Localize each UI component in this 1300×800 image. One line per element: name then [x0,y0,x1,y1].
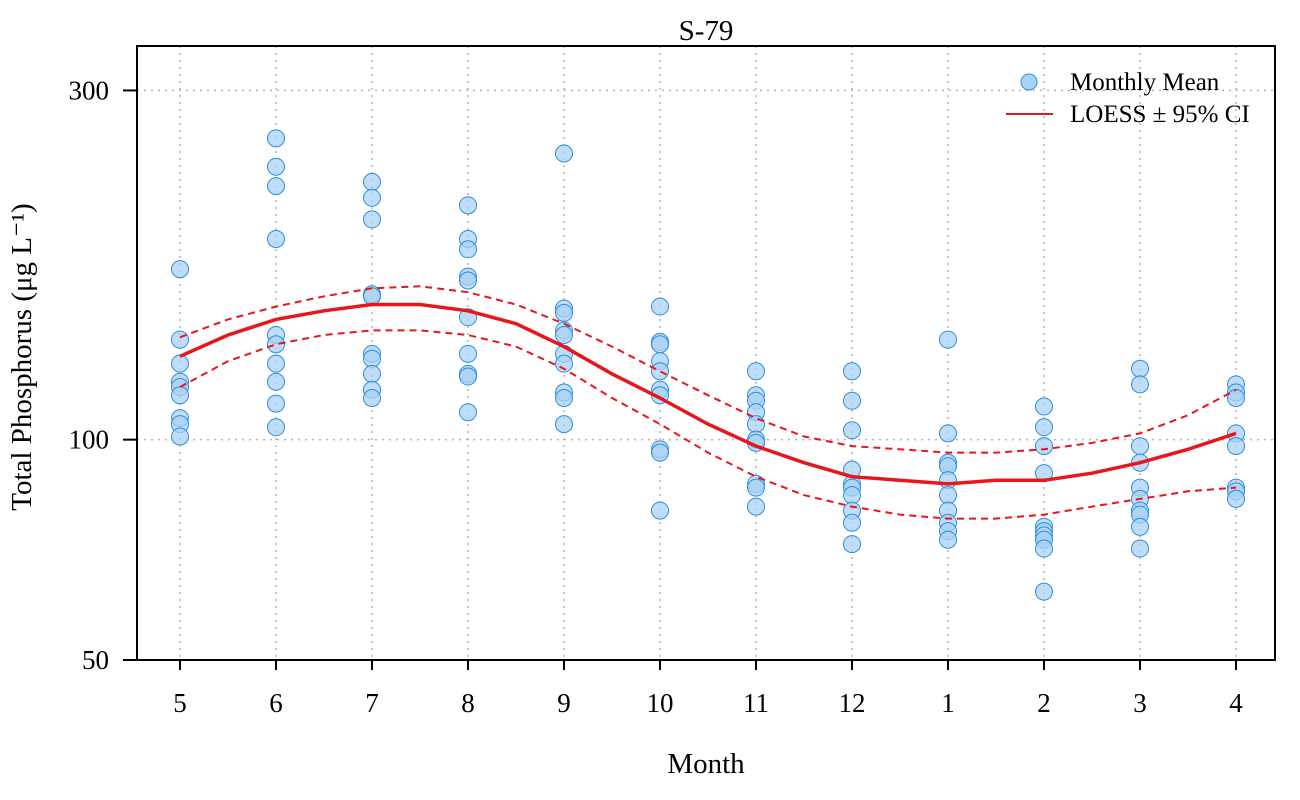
y-tick-label: 300 [69,75,110,105]
x-tick-label: 10 [647,688,674,718]
x-tick-label: 8 [461,688,475,718]
data-point [363,172,381,191]
x-tick-label: 4 [1229,688,1243,718]
data-point [363,287,381,306]
data-point [459,271,477,290]
data-point [171,260,189,279]
x-tick-label: 5 [173,688,187,718]
x-tick-label: 3 [1133,688,1147,718]
data-point [555,325,573,344]
y-axis: 50 100 300 [69,75,137,675]
x-axis: 5 6 7 8 9 10 11 12 1 2 3 4 [173,660,1243,718]
y-axis-title: Total Phosphorus (μg L⁻¹) [6,203,38,510]
chart-title: S-79 [679,15,734,47]
data-point [651,443,669,462]
data-point [1131,517,1149,536]
data-point [267,177,285,196]
data-point [363,188,381,207]
data-point [459,367,477,386]
data-point [171,354,189,373]
data-point [171,427,189,446]
loess-fit-line [179,302,1237,486]
y-tick-label: 50 [82,645,109,675]
data-point [843,486,861,505]
data-point [1131,359,1149,378]
data-point [459,344,477,363]
data-point [939,424,957,443]
x-tick-label: 7 [365,688,379,718]
data-point [939,330,957,349]
data-point [555,389,573,408]
x-tick-label: 9 [557,688,571,718]
data-point [363,389,381,408]
data-point [171,330,189,349]
points-layer [171,129,1245,601]
data-point [171,386,189,405]
data-point [267,354,285,373]
data-point [651,362,669,381]
data-point [1035,582,1053,601]
data-point [267,129,285,148]
x-tick-label: 6 [269,688,283,718]
data-point [267,335,285,354]
data-point [843,362,861,381]
data-point [939,530,957,549]
x-tick-label: 1 [941,688,955,718]
data-point [1035,418,1053,437]
x-tick-label: 11 [743,688,769,718]
data-point [267,229,285,248]
x-tick-label: 12 [839,688,866,718]
x-tick-label: 2 [1037,688,1051,718]
data-point [1035,437,1053,456]
data-point [1227,437,1245,456]
data-point [1227,389,1245,408]
data-point [363,364,381,383]
data-point [363,349,381,368]
data-point [555,354,573,373]
y-tick-label: 100 [69,425,110,455]
data-point [1035,397,1053,416]
plot-frame [136,45,1276,661]
data-point [843,391,861,410]
legend-point-symbol [1020,73,1038,91]
data-point [843,513,861,532]
data-point [1131,375,1149,394]
data-point [1227,489,1245,508]
loess-layer [179,285,1237,520]
data-point [843,535,861,554]
grid-layer [137,46,1275,660]
data-point [267,394,285,413]
data-point [939,486,957,505]
legend-label-monthly-mean: Monthly Mean [1070,69,1220,96]
data-point [459,403,477,422]
data-point [459,196,477,215]
ci-lower-line [179,329,1237,520]
data-point [1035,539,1053,558]
data-point [1131,539,1149,558]
data-point [747,478,765,497]
data-point [555,415,573,434]
data-point [267,372,285,391]
data-point [747,497,765,516]
data-point [747,415,765,434]
legend: Monthly Mean LOESS ± 95% CI [1006,69,1250,128]
ci-upper-line [179,285,1237,454]
legend-label-loess: LOESS ± 95% CI [1070,101,1250,128]
data-point [267,418,285,437]
data-point [459,240,477,259]
data-point [651,335,669,354]
x-axis-title: Month [667,748,745,780]
data-point [747,362,765,381]
data-point [651,297,669,316]
data-point [651,501,669,520]
data-point [555,303,573,322]
data-point [555,144,573,163]
data-point [843,421,861,440]
data-point [363,210,381,229]
data-point [267,157,285,176]
data-point [1131,437,1149,456]
